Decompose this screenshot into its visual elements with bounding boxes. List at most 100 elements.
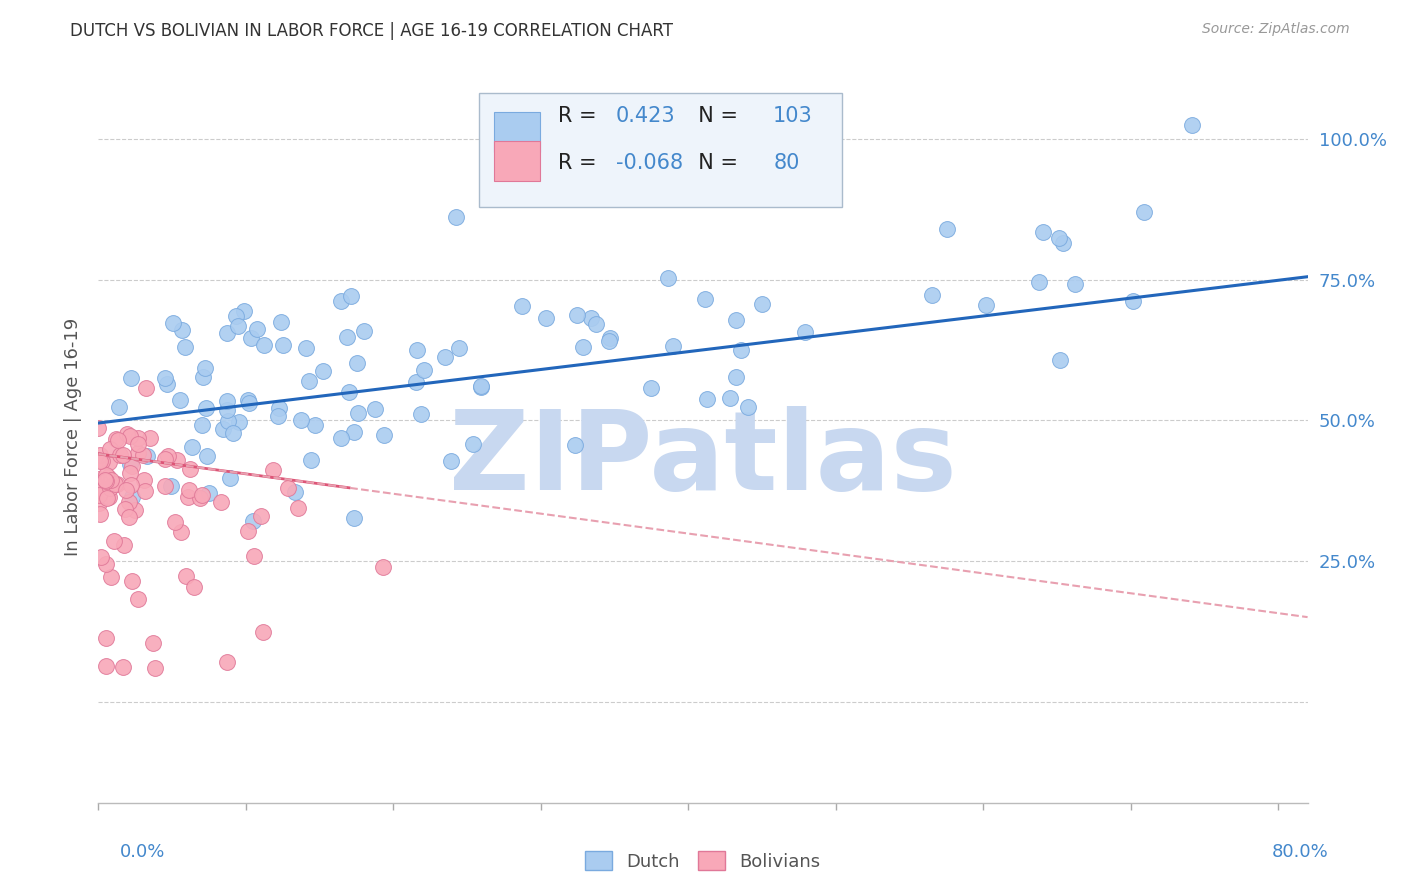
Y-axis label: In Labor Force | Age 16-19: In Labor Force | Age 16-19 [63, 318, 82, 557]
Point [94, 490, 117, 504]
Point [470, 380, 492, 394]
Point [330, 293, 353, 308]
Point [273, 338, 295, 352]
Point [169, 392, 191, 407]
Point [1049, 353, 1071, 368]
Point [118, 510, 141, 524]
Point [97, 491, 120, 505]
Point [94, 473, 117, 487]
Point [94, 474, 117, 488]
Point [228, 318, 250, 333]
Point [114, 501, 136, 516]
Point [121, 574, 143, 588]
Point [121, 458, 143, 473]
Point [1133, 205, 1156, 219]
Point [177, 483, 200, 497]
Text: 103: 103 [773, 106, 813, 127]
Point [115, 426, 138, 441]
Point [124, 503, 146, 517]
Text: Source: ZipAtlas.com: Source: ZipAtlas.com [1202, 22, 1350, 37]
Point [121, 477, 143, 491]
Point [103, 533, 125, 548]
Point [277, 481, 299, 495]
Point [156, 449, 179, 463]
Point [108, 448, 131, 462]
Point [1052, 236, 1074, 251]
Point [153, 371, 176, 385]
Point [298, 374, 321, 388]
Point [304, 417, 326, 432]
Point [571, 340, 593, 354]
Point [364, 401, 387, 416]
Point [89, 453, 111, 467]
Point [411, 407, 433, 421]
Point [96, 632, 118, 646]
Point [463, 437, 485, 451]
Point [118, 458, 141, 472]
Point [1032, 225, 1054, 239]
Point [134, 484, 156, 499]
Point [337, 384, 360, 399]
Point [267, 409, 290, 423]
Point [114, 483, 136, 498]
Point [170, 525, 193, 540]
Point [97, 470, 120, 484]
Point [215, 403, 238, 417]
Text: N =: N = [685, 153, 745, 173]
Point [193, 370, 215, 384]
Point [217, 414, 239, 428]
Point [236, 393, 259, 408]
Point [696, 392, 718, 406]
Point [112, 448, 135, 462]
Point [183, 580, 205, 594]
Point [412, 362, 434, 376]
Point [100, 569, 122, 583]
Point [94, 558, 117, 572]
Point [793, 325, 815, 339]
Bar [494, 112, 540, 152]
Point [212, 421, 235, 435]
Point [177, 490, 200, 504]
Point [434, 350, 457, 364]
Point [190, 417, 212, 432]
Point [336, 330, 359, 344]
Point [134, 473, 156, 487]
Point [270, 315, 292, 329]
Point [209, 495, 232, 509]
Point [343, 425, 366, 439]
Point [447, 341, 470, 355]
Point [239, 331, 262, 345]
Point [107, 433, 129, 447]
Point [921, 288, 943, 302]
Point [238, 524, 260, 538]
Point [89, 449, 111, 463]
Text: R =: R = [558, 106, 603, 127]
Point [290, 413, 312, 427]
Point [166, 453, 188, 467]
Point [176, 568, 198, 582]
Point [108, 401, 131, 415]
Point [180, 440, 202, 454]
Point [657, 270, 679, 285]
Point [132, 448, 155, 462]
Point [373, 427, 395, 442]
Point [120, 429, 142, 443]
Point [661, 339, 683, 353]
Point [89, 507, 111, 521]
Point [121, 490, 143, 504]
Point [249, 508, 271, 523]
Point [87, 488, 110, 502]
Point [585, 318, 607, 332]
Text: 0.423: 0.423 [616, 106, 675, 127]
Point [330, 431, 353, 445]
Point [160, 478, 183, 492]
Bar [494, 141, 540, 181]
Point [225, 309, 247, 323]
Text: ZIPatlas: ZIPatlas [449, 406, 957, 513]
Point [440, 454, 463, 468]
Point [219, 471, 242, 485]
Point [724, 369, 747, 384]
Point [222, 425, 245, 440]
Point [287, 501, 309, 516]
Point [127, 431, 149, 445]
